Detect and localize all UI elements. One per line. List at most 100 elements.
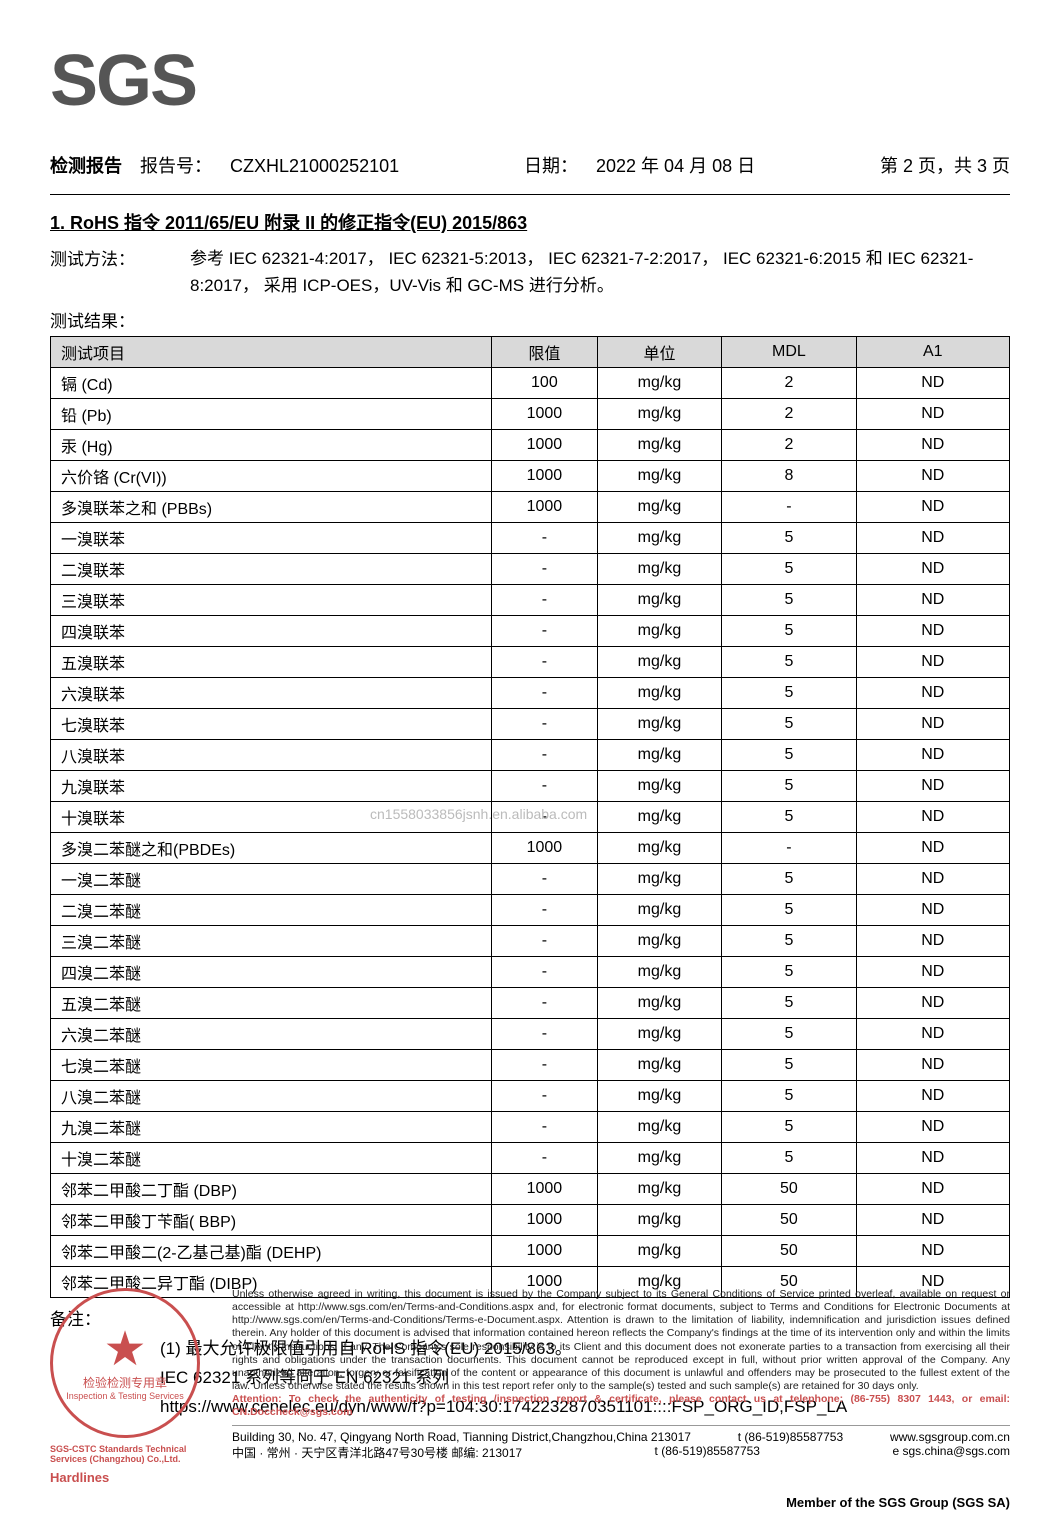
table-cell: -	[492, 647, 597, 678]
header-divider	[50, 194, 1010, 195]
table-cell: -	[492, 957, 597, 988]
table-cell: ND	[856, 1174, 1009, 1205]
table-row: 七溴联苯-mg/kg5ND	[51, 709, 1010, 740]
table-row: 一溴联苯-mg/kg5ND	[51, 523, 1010, 554]
table-cell: ND	[856, 1143, 1009, 1174]
table-cell: ND	[856, 1112, 1009, 1143]
table-cell: 三溴联苯	[51, 585, 492, 616]
table-cell: ND	[856, 1050, 1009, 1081]
table-cell: mg/kg	[597, 585, 722, 616]
table-cell: -	[492, 523, 597, 554]
table-cell: 八溴二苯醚	[51, 1081, 492, 1112]
table-cell: 1000	[492, 1205, 597, 1236]
table-row: 二溴联苯-mg/kg5ND	[51, 554, 1010, 585]
table-cell: 5	[722, 523, 856, 554]
table-cell: ND	[856, 492, 1009, 523]
table-row: 二溴二苯醚-mg/kg5ND	[51, 895, 1010, 926]
report-no: CZXHL21000252101	[230, 156, 399, 177]
table-cell: ND	[856, 647, 1009, 678]
table-cell: 1000	[492, 461, 597, 492]
addr-en: Building 30, No. 47, Qingyang North Road…	[232, 1430, 691, 1444]
table-cell: 5	[722, 647, 856, 678]
table-cell: 5	[722, 802, 856, 833]
table-cell: mg/kg	[597, 492, 722, 523]
table-cell: 邻苯二甲酸二(2-乙基己基)酯 (DEHP)	[51, 1236, 492, 1267]
table-cell: ND	[856, 864, 1009, 895]
table-cell: 二溴二苯醚	[51, 895, 492, 926]
table-cell: 八溴联苯	[51, 740, 492, 771]
section-title: 1. RoHS 指令 2011/65/EU 附录 II 的修正指令(EU) 20…	[50, 209, 1010, 235]
table-cell: -	[492, 771, 597, 802]
table-row: 三溴联苯-mg/kg5ND	[51, 585, 1010, 616]
table-cell: mg/kg	[597, 430, 722, 461]
contact-block: Building 30, No. 47, Qingyang North Road…	[232, 1425, 1010, 1461]
member-text: Member of the SGS Group (SGS SA)	[50, 1495, 1010, 1510]
table-cell: mg/kg	[597, 554, 722, 585]
table-cell: mg/kg	[597, 740, 722, 771]
table-cell: ND	[856, 1236, 1009, 1267]
table-cell: mg/kg	[597, 771, 722, 802]
table-row: 三溴二苯醚-mg/kg5ND	[51, 926, 1010, 957]
table-cell: 1000	[492, 833, 597, 864]
th-mdl: MDL	[722, 337, 856, 368]
stamp-text-en: Inspection & Testing Services	[66, 1391, 183, 1401]
table-row: 汞 (Hg)1000mg/kg2ND	[51, 430, 1010, 461]
table-cell: -	[492, 895, 597, 926]
table-row: 铅 (Pb)1000mg/kg2ND	[51, 399, 1010, 430]
table-cell: 1000	[492, 492, 597, 523]
table-row: 四溴联苯-mg/kg5ND	[51, 616, 1010, 647]
stamp: ★ 检验检测专用章 Inspection & Testing Services …	[50, 1288, 220, 1485]
table-row: 七溴二苯醚-mg/kg5ND	[51, 1050, 1010, 1081]
table-cell: ND	[856, 585, 1009, 616]
table-cell: 二溴联苯	[51, 554, 492, 585]
table-cell: mg/kg	[597, 1143, 722, 1174]
table-cell: -	[722, 492, 856, 523]
table-cell: 8	[722, 461, 856, 492]
table-cell: -	[492, 554, 597, 585]
table-cell: ND	[856, 957, 1009, 988]
table-cell: mg/kg	[597, 1236, 722, 1267]
table-cell: 5	[722, 1050, 856, 1081]
table-cell: 邻苯二甲酸丁苄酯( BBP)	[51, 1205, 492, 1236]
table-cell: 5	[722, 1143, 856, 1174]
table-row: 一溴二苯醚-mg/kg5ND	[51, 864, 1010, 895]
table-cell: -	[492, 678, 597, 709]
table-cell: 2	[722, 368, 856, 399]
table-cell: 5	[722, 740, 856, 771]
header-row: 检测报告 报告号： CZXHL21000252101 日期： 2022 年 04…	[50, 152, 1010, 182]
tel1: t (86-519)85587753	[738, 1430, 843, 1444]
table-cell: 5	[722, 864, 856, 895]
table-cell: mg/kg	[597, 1081, 722, 1112]
table-cell: 2	[722, 430, 856, 461]
table-cell: -	[722, 833, 856, 864]
table-cell: 5	[722, 988, 856, 1019]
table-cell: -	[492, 740, 597, 771]
table-row: 五溴二苯醚-mg/kg5ND	[51, 988, 1010, 1019]
table-cell: 5	[722, 895, 856, 926]
table-row: 九溴联苯-mg/kg5ND	[51, 771, 1010, 802]
table-cell: ND	[856, 430, 1009, 461]
table-row: 多溴联苯之和 (PBBs)1000mg/kg-ND	[51, 492, 1010, 523]
table-cell: -	[492, 802, 597, 833]
table-cell: -	[492, 864, 597, 895]
tel2: t (86-519)85587753	[655, 1444, 760, 1461]
table-cell: 5	[722, 616, 856, 647]
table-cell: 50	[722, 1174, 856, 1205]
table-cell: ND	[856, 616, 1009, 647]
report-label: 检测报告	[50, 152, 122, 178]
table-cell: -	[492, 1019, 597, 1050]
stamp-text-cn: 检验检测专用章	[83, 1374, 167, 1391]
table-cell: 五溴二苯醚	[51, 988, 492, 1019]
table-cell: ND	[856, 678, 1009, 709]
table-cell: 100	[492, 368, 597, 399]
table-cell: -	[492, 1112, 597, 1143]
logo: SGS	[50, 40, 1010, 122]
table-row: 五溴联苯-mg/kg5ND	[51, 647, 1010, 678]
table-cell: -	[492, 616, 597, 647]
method-label: 测试方法：	[50, 245, 190, 299]
table-cell: 多溴二苯醚之和(PBDEs)	[51, 833, 492, 864]
table-row: 八溴联苯-mg/kg5ND	[51, 740, 1010, 771]
table-cell: mg/kg	[597, 895, 722, 926]
table-cell: 七溴联苯	[51, 709, 492, 740]
email: e sgs.china@sgs.com	[892, 1444, 1010, 1461]
